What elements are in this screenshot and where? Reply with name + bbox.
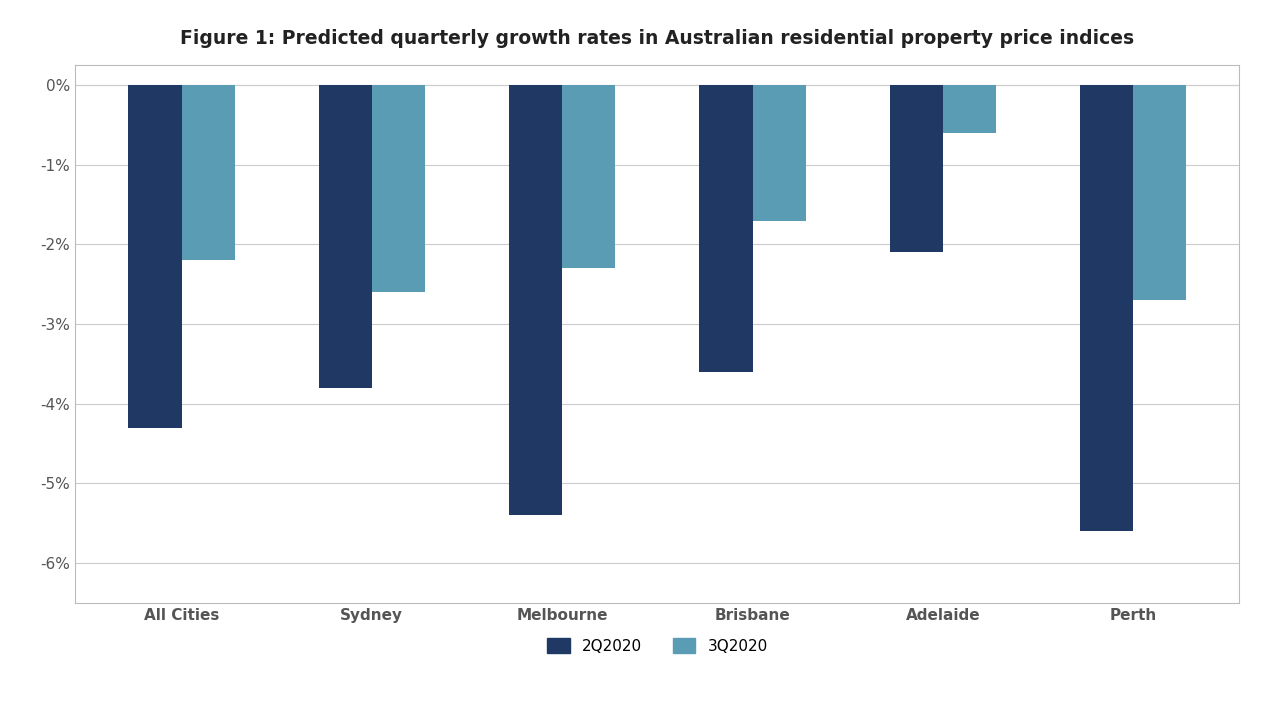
Bar <box>562 85 616 269</box>
Bar <box>699 85 753 372</box>
Bar <box>182 85 234 261</box>
Legend: 2Q2020, 3Q2020: 2Q2020, 3Q2020 <box>540 631 774 660</box>
Bar <box>128 85 182 428</box>
Bar <box>372 85 425 292</box>
Title: Figure 1: Predicted quarterly growth rates in Australian residential property pr: Figure 1: Predicted quarterly growth rat… <box>180 30 1134 48</box>
Bar <box>1133 85 1187 300</box>
Bar <box>943 85 996 133</box>
Bar <box>753 85 806 220</box>
Bar <box>1080 85 1133 531</box>
Bar <box>319 85 372 388</box>
Bar <box>890 85 943 253</box>
Bar <box>509 85 562 516</box>
